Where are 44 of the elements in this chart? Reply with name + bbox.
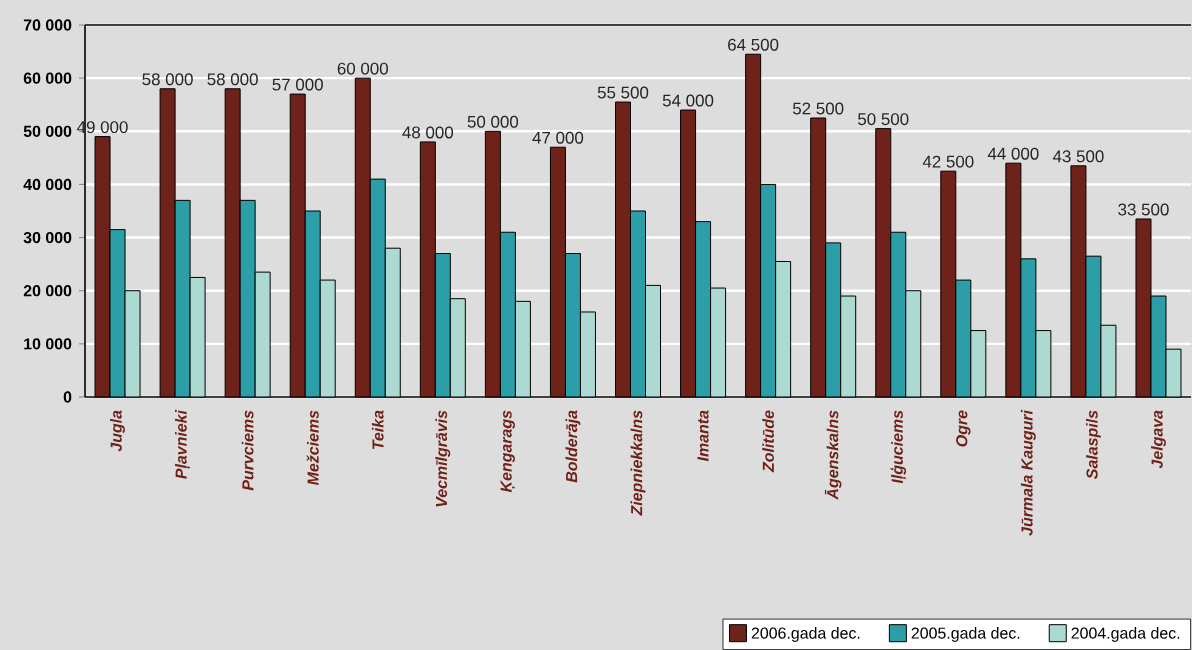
x-tick-label: Bolderāja (565, 410, 581, 483)
y-tick-label: 10 000 (24, 338, 72, 350)
data-label: 58 000 (207, 73, 258, 86)
x-tick-label: Iļģuciems (890, 410, 907, 484)
x-tick-label: Salaspils (1085, 410, 1101, 479)
data-label: 54 000 (662, 94, 714, 107)
data-label: 47 000 (532, 131, 584, 144)
x-tick-label: Zolitūde (762, 410, 774, 473)
data-label: 48 000 (402, 126, 454, 139)
y-tick-label: 70 000 (23, 19, 72, 31)
data-label: 55 500 (597, 86, 649, 99)
x-tick-label: Teika (371, 410, 384, 450)
data-label: 44 000 (987, 147, 1039, 160)
data-label: 64 500 (728, 38, 779, 51)
y-tick-label: 0 (63, 391, 72, 403)
legend-label: 2004.gada dec. (1071, 627, 1180, 642)
x-tick-label: Mežciems (306, 410, 319, 486)
x-tick-label: Ķengarags (500, 410, 516, 493)
x-tick-label: Purvciems (241, 410, 254, 491)
y-tick-label: 50 000 (23, 125, 72, 137)
data-label: 50 000 (467, 115, 519, 128)
data-label: 52 500 (792, 102, 844, 115)
x-tick-label: Jūrmala Kauguri (1020, 409, 1036, 536)
data-label: 58 000 (142, 73, 193, 86)
y-tick-label: 40 000 (23, 178, 72, 191)
x-tick-label: Āgenskalns (824, 410, 842, 500)
data-label: 33 500 (1118, 203, 1169, 216)
y-tick-label: 60 000 (23, 72, 72, 84)
data-label: 43 500 (1052, 150, 1104, 163)
x-tick-label: Ogre (956, 410, 971, 447)
y-tick-label: 20 000 (23, 285, 72, 297)
data-label: 57 000 (272, 78, 323, 91)
x-tick-label: Ziepniekkalns (630, 410, 646, 516)
x-tick-label: Imanta (697, 410, 709, 462)
data-label: 60 000 (337, 62, 388, 75)
legend-label: 2006.gada dec. (751, 627, 860, 642)
data-label: 50 500 (858, 113, 909, 126)
x-tick-label: Jugla (110, 410, 125, 452)
x-tick-label: Pļavnieki (175, 409, 191, 479)
x-tick-label: Jelgava (1151, 410, 1166, 469)
data-label: 42 500 (922, 155, 974, 168)
legend-label: 2005.gada dec. (911, 627, 1020, 642)
y-tick-label: 30 000 (23, 231, 72, 244)
x-tick-label: Vecmīlgrāvis (435, 410, 451, 507)
